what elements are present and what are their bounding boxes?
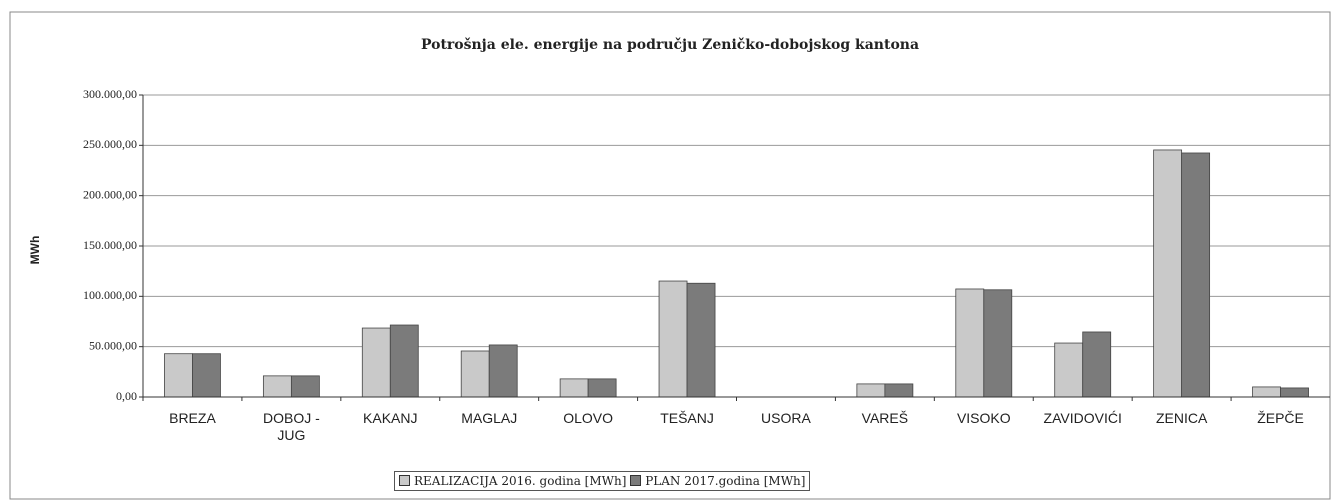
x-tick-label: KAKANJ xyxy=(363,410,418,426)
chart-title: Potrošnja ele. energije na području Zeni… xyxy=(421,37,919,53)
bar xyxy=(658,280,688,398)
x-tick-label: VISOKO xyxy=(956,410,1011,426)
y-tick-label: 300.000,00 xyxy=(83,87,137,101)
legend-swatch xyxy=(399,475,410,486)
y-tick-label: 200.000,00 xyxy=(83,187,137,201)
x-tick-label: ZENICA xyxy=(1155,410,1208,426)
legend-swatch xyxy=(630,475,642,486)
bar xyxy=(389,324,419,398)
y-tick-label: 0,00 xyxy=(116,389,137,403)
x-tick-label: ZAVIDOVIĆI xyxy=(1043,410,1122,426)
bar xyxy=(983,289,1013,398)
bar xyxy=(559,378,589,398)
chart-border xyxy=(9,11,1331,500)
x-tick-label: ŽEPČE xyxy=(1257,410,1304,426)
bar xyxy=(460,350,490,398)
bar xyxy=(1153,149,1183,398)
bar xyxy=(1252,386,1281,398)
y-tick-label: 100.000,00 xyxy=(83,288,137,302)
bar xyxy=(587,378,617,398)
bar xyxy=(884,383,914,398)
x-tick-label: DOBOJ - JUG xyxy=(262,410,320,443)
y-tick-label: 150.000,00 xyxy=(83,238,137,252)
x-tick-label: VAREŠ xyxy=(861,410,909,426)
x-tick-label: MAGLAJ xyxy=(461,410,518,426)
bar xyxy=(1082,331,1112,398)
bar xyxy=(955,288,985,398)
bar xyxy=(488,344,518,398)
y-tick-label: 50.000,00 xyxy=(89,338,137,352)
bar xyxy=(686,282,716,398)
bar xyxy=(361,327,391,398)
bar xyxy=(1054,342,1084,398)
bar xyxy=(1181,152,1211,398)
legend-label: REALIZACIJA 2016. godina [MWh] xyxy=(414,474,627,488)
bar xyxy=(164,353,193,398)
legend-label: PLAN 2017.godina [MWh] xyxy=(645,474,806,488)
x-tick-label: USORA xyxy=(761,410,811,426)
legend: REALIZACIJA 2016. godina [MWh] PLAN 2017… xyxy=(394,471,811,491)
x-tick-label: OLOVO xyxy=(563,410,614,426)
bar xyxy=(1280,387,1309,398)
y-tick-label: 250.000,00 xyxy=(83,137,137,151)
x-tick-label: TEŠANJ xyxy=(660,410,714,426)
x-tick-label: BREZA xyxy=(169,410,216,426)
bar xyxy=(192,353,221,398)
y-axis-label: MWh xyxy=(28,236,42,265)
bar xyxy=(290,375,320,398)
bar xyxy=(856,383,886,398)
bar xyxy=(262,375,292,398)
